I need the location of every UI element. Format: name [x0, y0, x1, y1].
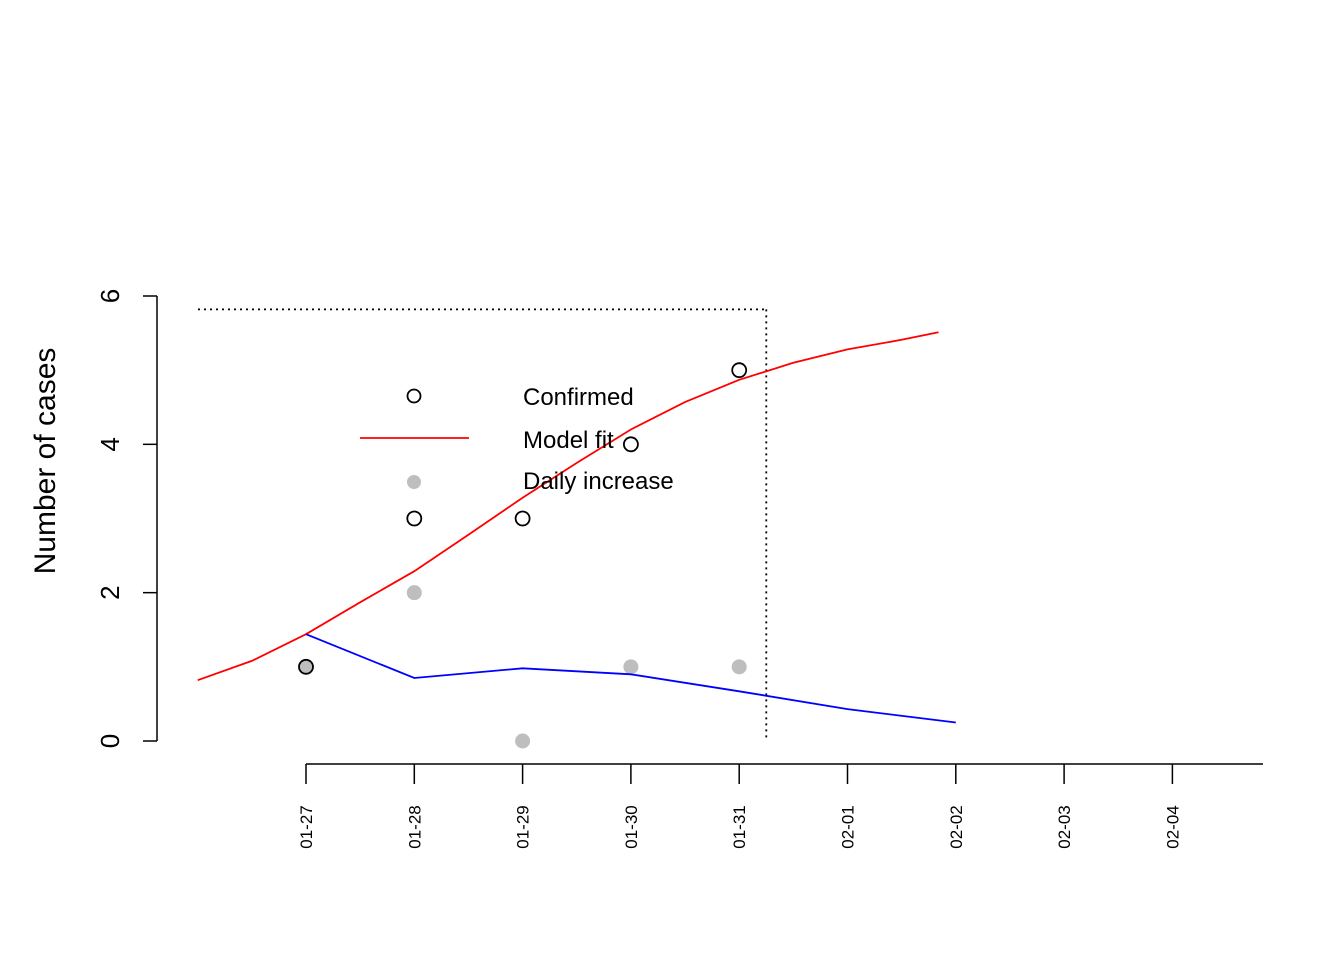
legend-daily-increase-label: Daily increase	[523, 468, 674, 495]
confirmed-point	[623, 436, 639, 453]
daily-increase-point	[731, 659, 747, 675]
x-ticks: 01-27 01-28 01-29 01-30 01-31 02-01 02-02 02-03…	[297, 764, 1182, 849]
x-axis: 01-27 01-28 01-29 01-30 01-31 02-01 02-02 02-03…	[297, 763, 1263, 849]
x-tick-label-01-30: 01-30	[622, 805, 641, 848]
legend: Confirmed Model fit Daily increase	[360, 384, 674, 495]
confirmed-point	[298, 658, 314, 675]
confirmed-point	[731, 362, 748, 379]
legend-confirmed-marker	[406, 388, 422, 404]
y-axis: 0 2 4 6	[95, 289, 158, 748]
x-tick-label-02-01: 02-01	[839, 805, 858, 848]
daily-increase-point	[623, 659, 639, 675]
y-tick-label-2: 2	[95, 585, 125, 599]
legend-daily-increase-marker	[407, 475, 421, 489]
daily-increase-point	[406, 585, 422, 601]
x-tick-label-02-02: 02-02	[947, 805, 966, 848]
series-3-line	[305, 633, 956, 724]
model-fit-line	[197, 331, 939, 682]
x-tick-label-02-04: 02-04	[1163, 805, 1182, 848]
confirmed-point	[514, 510, 531, 527]
x-tick-label-02-03: 02-03	[1055, 805, 1074, 848]
confirmed-point	[406, 510, 423, 527]
x-tick-label-01-28: 01-28	[405, 805, 424, 848]
y-ticks: 0 2 4 6	[95, 289, 157, 748]
legend-confirmed-label: Confirmed	[523, 384, 634, 411]
y-tick-label-0: 0	[95, 734, 125, 748]
daily-increase-point	[515, 733, 531, 749]
legend-model-fit-label: Model fit	[523, 427, 614, 454]
x-tick-label-01-29: 01-29	[514, 805, 533, 848]
y-tick-label-6: 6	[95, 289, 125, 303]
y-axis-title: Number of cases	[29, 348, 62, 575]
x-tick-label-01-31: 01-31	[730, 805, 749, 848]
x-tick-label-01-27: 01-27	[297, 805, 316, 848]
daily-increase-point	[298, 659, 314, 675]
y-tick-label-4: 4	[95, 437, 125, 451]
series-layer	[197, 331, 956, 749]
